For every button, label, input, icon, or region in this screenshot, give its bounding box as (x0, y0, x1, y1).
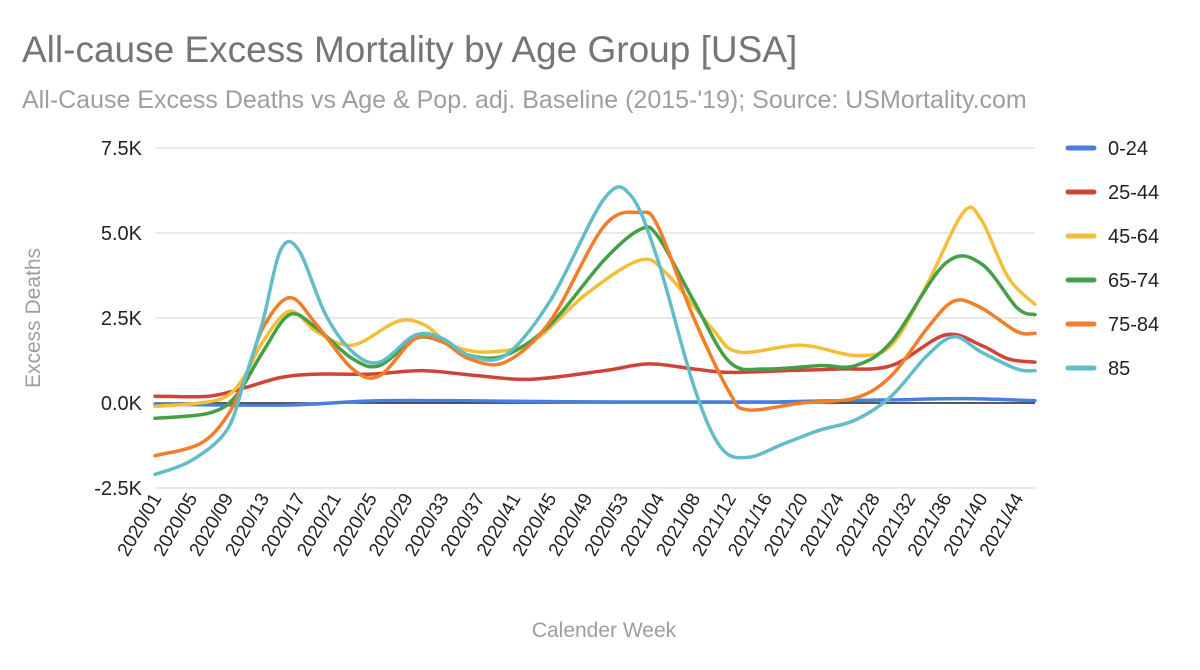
legend-label: 25-44 (1108, 182, 1159, 204)
legend-label: 45-64 (1108, 226, 1159, 248)
series-line-65-74 (153, 225, 1037, 421)
chart-subtitle: All-Cause Excess Deaths vs Age & Pop. ad… (22, 86, 1027, 114)
y-tick-label: 7.5K (101, 138, 143, 160)
series-line-85 (153, 185, 1037, 477)
y-axis-ticks: -2.5K 0.0K 2.5K 5.0K 7.5K (94, 138, 142, 500)
series-line-25-44 (153, 332, 1037, 399)
series-line-75-84 (153, 210, 1037, 458)
chart-title: All-cause Excess Mortality by Age Group … (22, 29, 797, 70)
legend-label: 0-24 (1108, 138, 1148, 160)
y-tick-label: 0.0K (101, 393, 143, 415)
y-axis-title: Excess Deaths (22, 248, 45, 388)
legend: 0-24 25-44 45-64 65-74 75-84 85 (1065, 138, 1159, 380)
x-axis-title: Calender Week (532, 619, 677, 642)
series-lines (153, 185, 1037, 477)
y-tick-label: 5.0K (101, 223, 143, 245)
legend-label: 75-84 (1108, 314, 1159, 336)
series-line-0-24 (153, 396, 1037, 407)
x-axis-ticks: 2020/012020/052020/092020/132020/172020/… (114, 490, 1029, 560)
y-tick-label: 2.5K (101, 308, 143, 330)
legend-label: 85 (1108, 358, 1130, 380)
series-line-45-64 (153, 205, 1037, 409)
legend-label: 65-74 (1108, 270, 1159, 292)
y-tick-label: -2.5K (94, 478, 142, 500)
